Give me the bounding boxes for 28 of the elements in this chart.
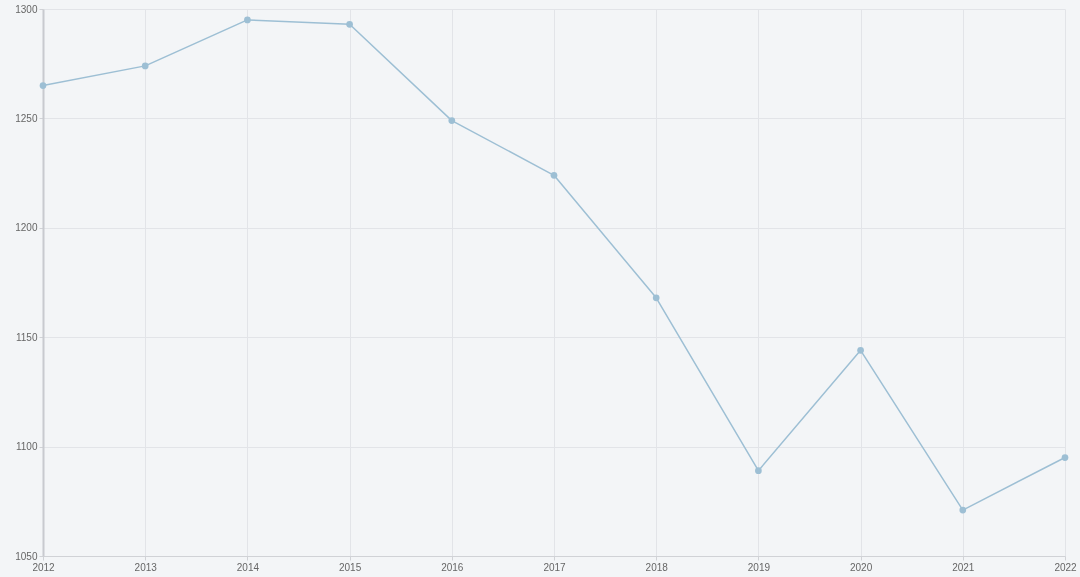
point: [39, 82, 47, 89]
x-tick-label: 2020: [849, 561, 873, 573]
point: [652, 294, 660, 302]
y-tick-label: 1200: [15, 222, 38, 234]
x-tick-label: 2015: [338, 561, 362, 573]
point: [346, 20, 353, 28]
y-tick-label: 1250: [15, 112, 38, 124]
point: [959, 506, 967, 514]
point: [244, 16, 251, 24]
x-tick-label: 2013: [134, 561, 158, 573]
y-tick-label: 1300: [15, 3, 38, 15]
point: [1061, 454, 1069, 461]
x-tick-label: 2019: [747, 561, 771, 573]
x-tick-label: 2012: [32, 561, 56, 573]
y-tick-label: 1100: [15, 441, 38, 453]
point: [448, 117, 456, 124]
x-tick-label: 2021: [952, 561, 975, 573]
y-tick-label: 1150: [15, 331, 38, 343]
x-tick-label: 2016: [441, 561, 464, 573]
point: [755, 467, 762, 475]
y-tick-label: 1050: [15, 550, 38, 562]
x-tick-label: 2018: [645, 561, 669, 573]
point: [550, 171, 558, 179]
x-tick-label: 2022: [1054, 561, 1078, 573]
x-tick-label: 2014: [236, 561, 260, 573]
point: [141, 62, 149, 70]
x-tick-label: 2017: [543, 561, 567, 573]
point: [857, 346, 864, 354]
